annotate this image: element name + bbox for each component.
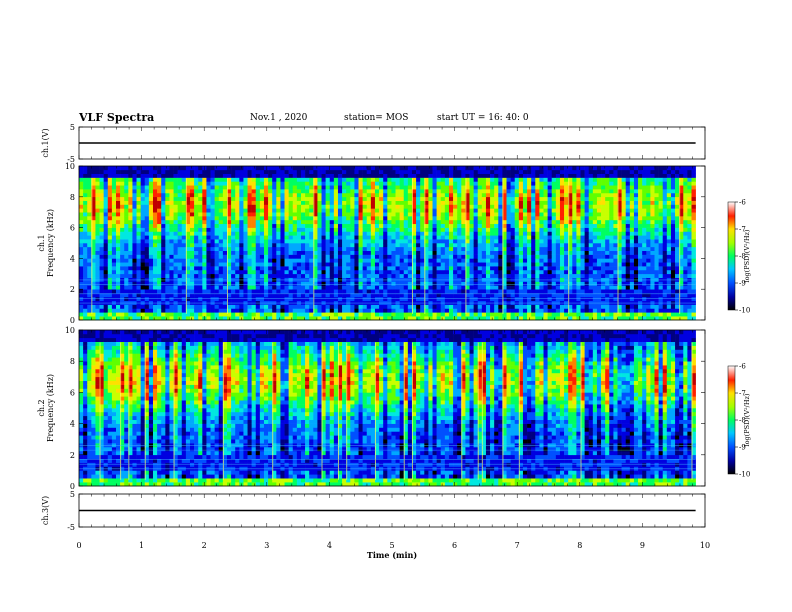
start-ut-label: start UT = 16: 40: 0 [437,113,529,123]
x-axis-label: Time (min) [367,550,417,560]
x-tick-label: 10 [700,541,710,550]
ch1-spectrogram-y-tick-label: 6 [70,224,75,233]
ch2-spectrogram-y-tick-label: 6 [70,388,75,397]
ch2-spectrogram-y-tick-label: 2 [70,451,75,460]
x-tick-label: 1 [139,541,144,550]
colorbar-tick-label: -7 [739,390,746,398]
ch3-waveform-y-tick-label: -5 [67,523,75,532]
ch2-spectrogram-panel: -6 -7 -8 -9 -10 log(PSD)(V²/Hz) 0 2 4 6 8 10 ch.2 Fre… [37,326,751,491]
colorbar-tick-label: -10 [739,471,750,479]
ch1-spectrogram-y-tick-label: 0 [70,316,75,325]
colorbar-gradient [727,201,736,311]
colorbar-tick-label: -8 [739,417,746,425]
ch2-spectrogram-y-tick-label: 4 [70,420,75,429]
ch3-waveform-panel: 5 -5 ch.3(V) 0 1 2 3 4 5 6 7 8 9 10 Time (min) [41,490,710,560]
colorbar-tick-label: -8 [739,253,746,261]
colorbar-tick-label: -9 [739,444,746,452]
colorbar-tick-label: -6 [739,363,746,371]
x-tick-label: 9 [640,541,645,550]
colorbar-tick-label: -10 [739,307,750,315]
x-tick-label: 4 [327,541,332,550]
ch1-spectrogram-ylabel: Frequency (kHz) [46,209,55,277]
ch1-waveform-y-tick-label: -5 [67,155,75,164]
station-label: station= MOS [344,113,409,123]
ch2-spectrogram-ylabel: Frequency (kHz) [46,374,55,442]
ch1-spectrogram-y-tick-label: 4 [70,254,75,263]
colorbar-gradient [727,365,736,475]
ch1-spectrogram-y-tick-label: 2 [70,285,75,294]
x-tick-label: 2 [202,541,207,550]
ch1-spectrogram-image [79,166,696,321]
x-tick-label: 0 [76,541,81,550]
ch2-spectrogram-y-tick-label: 8 [70,357,75,366]
x-tick-label: 6 [452,541,457,550]
ch1-waveform-panel: 5 -5 ch.1(V) [41,123,706,164]
colorbar-tick-label: -9 [739,280,746,288]
ch1-spectrogram-y-tick-label: 8 [70,193,75,202]
ch2-spectrogram-ylabel: ch.2 [37,399,46,416]
ch3-waveform-ylabel: ch.3(V) [41,496,50,525]
ch2-spectrogram-y-tick-label: 10 [65,326,75,335]
x-tick-label: 7 [515,541,520,550]
colorbar-tick-label: -7 [739,226,746,234]
ch2-spectrogram-image [79,330,696,487]
ch1-waveform-ylabel: ch.1(V) [41,128,50,157]
colorbar-label: log(PSD)(V²/Hz) [743,229,751,282]
ch1-spectrogram-ylabel: ch.1 [37,234,46,251]
ch1-spectrogram-panel: -6 -7 -8 -9 -10 log(PSD)(V²/Hz) 0 2 4 6 8 10 ch.1 Fre… [37,162,751,325]
date-label: Nov.1 , 2020 [250,113,308,123]
colorbar-label: log(PSD)(V²/Hz) [743,393,751,446]
ch3-waveform-y-tick-label: 5 [70,490,75,499]
ch2-spectrogram-y-tick-label: 0 [70,482,75,491]
x-tick-label: 5 [389,541,394,550]
figure-title: VLF Spectra [79,111,155,124]
x-tick-label: 3 [264,541,269,550]
ch2-spectrogram-colorbar: -6 -7 -8 -9 -10 log(PSD)(V²/Hz) [727,363,751,479]
ch1-waveform-y-tick-label: 5 [70,123,75,132]
colorbar-tick-label: -6 [739,199,746,207]
ch1-spectrogram-colorbar: -6 -7 -8 -9 -10 log(PSD)(V²/Hz) [727,199,751,315]
x-tick-label: 8 [577,541,582,550]
ch1-spectrogram-y-tick-label: 10 [65,162,75,171]
